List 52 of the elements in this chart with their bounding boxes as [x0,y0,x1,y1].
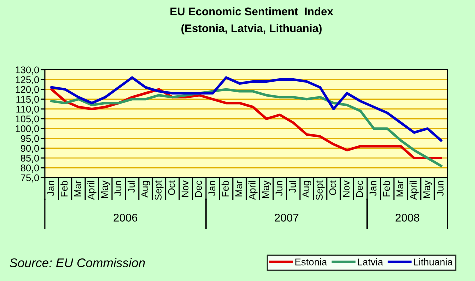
x-tick-label: May [101,180,110,198]
y-tick-label: 125,0 [16,76,40,85]
x-tick-label: Jan [208,181,216,196]
legend-label: Lithuania [414,258,453,266]
x-tick-label: Jun [276,181,283,196]
x-tick-label: Feb [60,181,68,197]
text: 2008 [396,214,420,222]
x-tick-label: Jan [48,181,54,196]
y-tick-label: 75,0 [21,174,40,183]
legend-label: Estonia [296,258,328,266]
y-tick-label: 95,0 [21,135,40,144]
x-tick-label: April [410,181,419,200]
y-tick-label: 130,0 [16,66,40,75]
legend-label: Latvia [358,258,384,266]
x-tick-label: Sept [316,180,325,200]
text: 2006 [114,214,138,222]
x-tick-label: Dec [356,180,364,198]
x-tick-label: Dec [195,180,202,198]
x-tick-label: Feb [382,181,390,197]
x-tick-label: Jan [370,181,377,196]
x-tick-label: Jun [114,181,122,196]
y-tick-label: 90,0 [21,145,40,154]
y-tick-label: 80,0 [21,164,40,173]
x-tick-label: Jun [437,181,444,196]
x-tick-label: Mar [396,180,404,197]
x-tick-label: April [248,181,258,200]
y-tick-label: 85,0 [21,154,40,164]
y-tick-label: 105,0 [16,116,40,124]
line-series [50,76,442,142]
x-tick-label: Oct [330,180,336,196]
x-tick-label: Mar [74,180,82,197]
x-tick-label: May [262,180,272,198]
x-tick-label: Nov [182,180,189,198]
y-tick-label: 110,0 [16,106,40,114]
x-tick-label: Jul [128,181,136,193]
x-tick-label: Aug [142,181,150,198]
x-tick-label: Feb [222,181,229,197]
y-tick-label: 115,0 [16,96,40,104]
source-note: Source: EU Commission [10,258,146,268]
chart-subtitle: (Estonia, Latvia, Lithuania) [182,24,322,35]
x-tick-label: Mar [236,180,242,197]
x-tick-label: May [424,180,432,198]
x-tick-label: Nov [343,180,350,198]
y-tick-label: 120,0 [16,86,40,94]
x-tick-label: Aug [302,181,312,198]
x-tick-label: Sept [154,180,164,200]
x-tick-label: Jul [288,181,296,193]
y-tick-label: 100,0 [16,126,40,134]
x-tick-label: April [88,181,97,200]
x-tick-label: Oct [168,180,176,196]
text: 2007 [275,214,299,222]
chart-title: EU Economic Sentiment Index [170,7,334,16]
